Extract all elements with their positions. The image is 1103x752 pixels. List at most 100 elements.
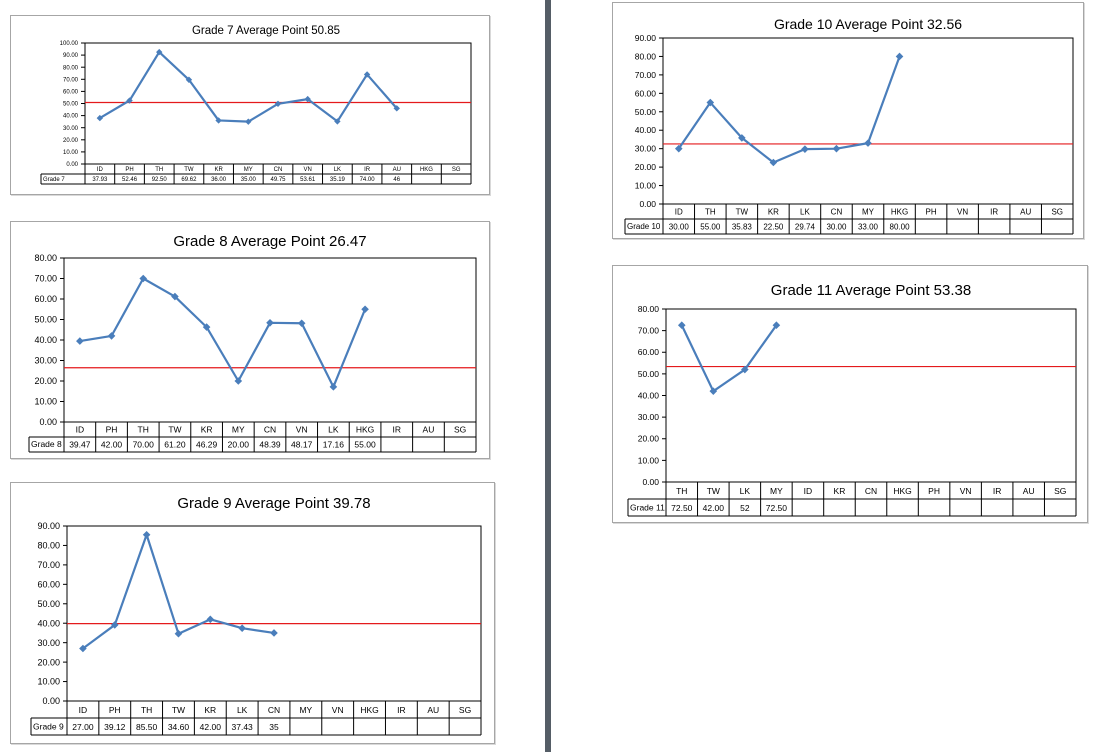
data-table: [40, 164, 472, 185]
value-label: 72.50: [766, 503, 788, 513]
value-label: 35: [269, 722, 279, 732]
value-label: 48.39: [259, 440, 281, 450]
category-label: AU: [1023, 486, 1035, 496]
data-point: [329, 383, 338, 391]
value-label: 39.12: [104, 722, 126, 732]
data-point: [361, 305, 369, 314]
value-label: 46.29: [196, 440, 218, 450]
category-label: VN: [332, 705, 344, 715]
y-tick-label: 90.00: [635, 33, 657, 43]
plot-area: [63, 257, 477, 423]
series-line: [99, 50, 398, 123]
value-label: 42.00: [703, 503, 725, 513]
category-label: KR: [768, 208, 779, 217]
data-point: [234, 377, 243, 385]
category-label: SG: [1051, 208, 1063, 217]
category-label: HKG: [356, 425, 374, 435]
y-tick-label: 80.00: [34, 253, 57, 263]
y-tick-label: 10.00: [635, 181, 657, 191]
y-tick-label: 50.00: [635, 107, 657, 117]
category-label: TW: [736, 208, 749, 217]
y-tick-label: 70.00: [63, 77, 79, 83]
data-point: [185, 76, 193, 83]
category-label: AU: [393, 167, 401, 173]
y-tick-label: 0.00: [639, 199, 656, 209]
value-label: 69.62: [181, 177, 197, 183]
category-label: LK: [334, 167, 341, 173]
value-label: 30.00: [669, 223, 690, 232]
data-table: [30, 701, 482, 736]
data-point: [677, 321, 686, 330]
category-label: MY: [244, 167, 253, 173]
data-point: [706, 98, 715, 107]
series-name-label: Grade 11: [630, 503, 665, 513]
y-tick-label: 80.00: [37, 541, 60, 551]
value-label: 37.43: [232, 722, 254, 732]
category-label: PH: [928, 486, 940, 496]
value-label: 46: [393, 177, 400, 183]
category-label: PH: [109, 705, 121, 715]
category-label: TH: [138, 425, 149, 435]
data-point: [864, 139, 872, 147]
data-table: [627, 482, 1077, 517]
y-tick-label: 0.00: [66, 162, 78, 168]
category-label: TH: [155, 167, 163, 173]
value-label: 61.20: [164, 440, 186, 450]
data-point: [110, 621, 119, 629]
series-name-label: Grade 10: [627, 222, 661, 231]
data-point: [156, 48, 163, 56]
category-label: ID: [804, 486, 813, 496]
y-tick-label: 80.00: [638, 304, 660, 314]
category-label: LK: [740, 486, 751, 496]
plot-area: [662, 37, 1074, 205]
plot-area: [665, 308, 1077, 483]
chart-title: Grade 8 Average Point 26.47: [173, 233, 366, 250]
value-label: 29.74: [795, 223, 816, 232]
y-tick-label: 10.00: [34, 397, 57, 407]
category-label: KR: [204, 705, 216, 715]
category-label: TW: [707, 486, 720, 496]
data-point: [215, 117, 222, 124]
category-label: VN: [304, 167, 312, 173]
category-label: IR: [397, 705, 406, 715]
value-label: 17.16: [323, 440, 345, 450]
category-label: KR: [201, 425, 213, 435]
data-point: [76, 337, 84, 345]
data-point: [126, 97, 133, 104]
chart-svg: Grade 9 Average Point 39.78 0.00 10.00 20.0…: [30, 495, 482, 736]
y-tick-label: 20.00: [63, 138, 79, 144]
y-tick-label: 80.00: [63, 65, 79, 71]
data-point: [270, 629, 278, 637]
y-tick-label: 50.00: [638, 369, 660, 379]
value-label: 35.19: [330, 177, 346, 183]
value-label: 20.00: [228, 440, 250, 450]
data-point: [202, 323, 211, 331]
y-tick-label: 30.00: [638, 412, 660, 422]
data-point: [738, 134, 746, 142]
category-label: PH: [106, 425, 118, 435]
y-tick-label: 60.00: [635, 88, 657, 98]
grade-7-chart: Grade 7 Average Point 50.85 0.00 10.00 20.0…: [10, 15, 490, 195]
category-label: KR: [214, 167, 223, 173]
category-label: HKG: [891, 208, 908, 217]
category-label: MY: [232, 425, 245, 435]
category-label: TW: [168, 425, 181, 435]
category-label: MY: [299, 705, 312, 715]
category-label: PH: [125, 167, 133, 173]
data-point: [304, 95, 311, 103]
category-label: SG: [454, 425, 466, 435]
category-label: SG: [459, 705, 471, 715]
category-label: TH: [141, 705, 152, 715]
y-tick-label: 40.00: [37, 618, 60, 628]
value-label: 35.00: [241, 177, 257, 183]
category-label: SG: [1054, 486, 1066, 496]
y-tick-label: 50.00: [34, 315, 57, 325]
data-point: [206, 615, 215, 624]
category-label: PH: [926, 208, 937, 217]
series-name-label: Grade 8: [31, 439, 62, 449]
data-point: [772, 321, 781, 330]
category-label: MY: [862, 208, 875, 217]
value-label: 72.50: [671, 503, 693, 513]
value-label: 49.75: [270, 177, 286, 183]
data-point: [238, 624, 246, 633]
